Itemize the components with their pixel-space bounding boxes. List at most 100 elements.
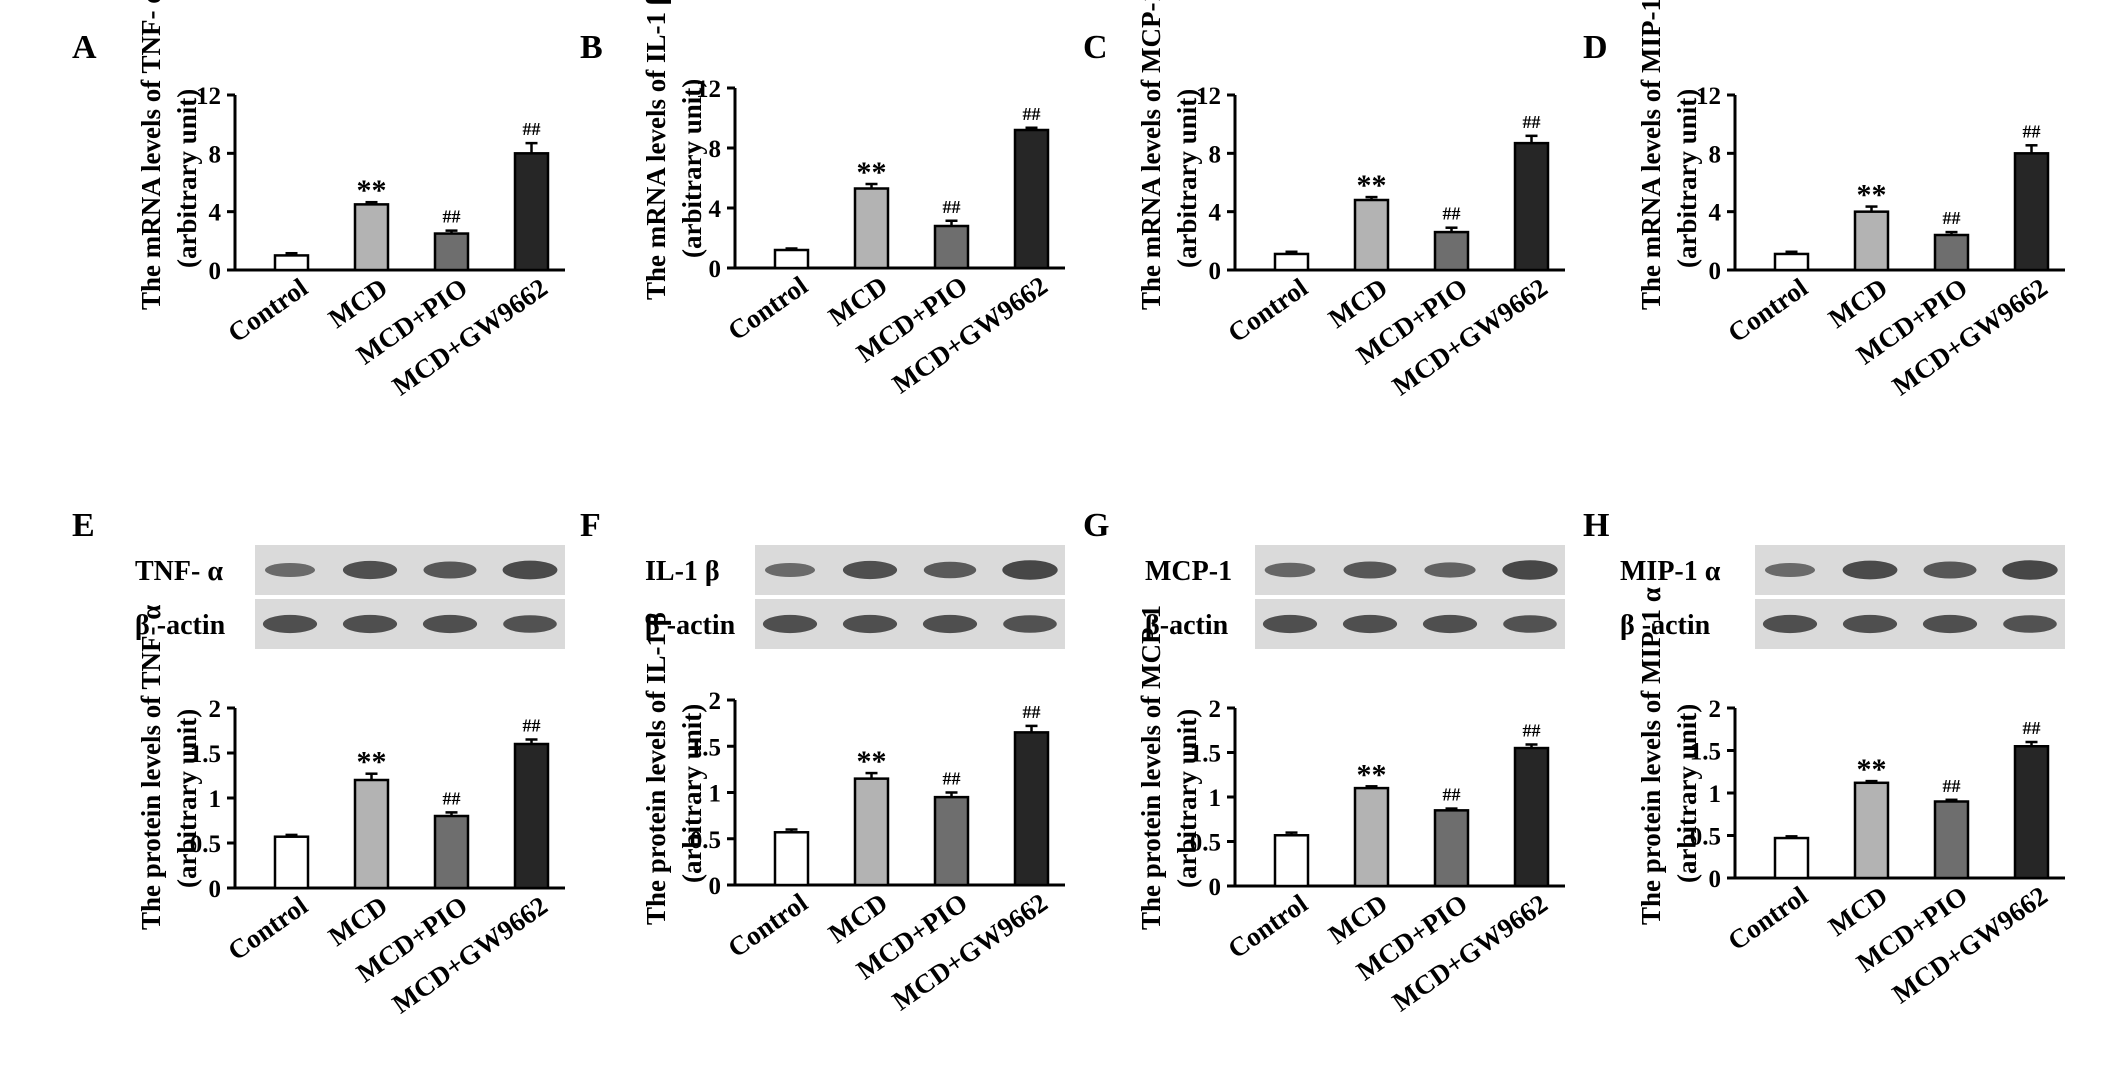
bar-mcd-pio	[1433, 809, 1470, 888]
y-tick-label: 1	[209, 786, 222, 813]
y-tick-label: 0	[209, 876, 222, 903]
y-tick-label: 4	[709, 196, 722, 223]
significance-stars: **	[857, 745, 887, 778]
y-tick-label: 12	[696, 76, 721, 103]
panel-letter: A	[72, 29, 97, 66]
y-tick-label: 4	[1209, 200, 1222, 227]
bar-mcd-pio	[433, 232, 470, 272]
bar-mcd	[853, 777, 890, 887]
y-axis-title-unit: (arbitrary unit)	[677, 704, 707, 883]
significance-hashes: ##	[943, 197, 961, 217]
y-tick-label: 4	[1709, 200, 1722, 227]
bar-mcd-gw9662	[513, 742, 550, 890]
y-axis-title-unit: (arbitrary unit)	[172, 709, 202, 888]
bar-control	[1773, 252, 1810, 272]
y-tick-label: 1	[1209, 785, 1222, 812]
bar-mcd-gw9662	[2013, 152, 2050, 272]
western-blot: TNF- α β -actin	[135, 545, 565, 649]
western-blot: MIP-1 α β -actin	[1620, 545, 2065, 649]
y-tick-label: 12	[1696, 83, 1721, 110]
bar-control	[273, 835, 310, 890]
bar-mcd	[1853, 210, 1890, 272]
panel-c: C04812Control**MCD##MCD+PIO##MCD+GW9662T…	[1083, 0, 1565, 401]
blot-row-label: MIP-1 α	[1620, 556, 1721, 587]
significance-stars: **	[357, 174, 387, 207]
blot-band	[923, 561, 977, 579]
bar-mcd	[853, 187, 890, 270]
significance-hashes: ##	[523, 716, 541, 736]
y-tick-label: 4	[209, 200, 222, 227]
blot-band	[1002, 560, 1058, 580]
blot-band	[423, 561, 477, 579]
blot-band	[1842, 614, 1898, 634]
bar-mcd	[353, 203, 390, 272]
y-axis-title-unit: (arbitrary unit)	[1172, 89, 1202, 268]
y-axis-title: The mRNA levels of MIP-1 α	[1636, 0, 1666, 310]
panel-letter: B	[580, 29, 603, 66]
significance-hashes: ##	[1523, 112, 1541, 132]
blot-row-label: β -actin	[645, 610, 736, 641]
blot-band	[1502, 560, 1558, 580]
y-tick-label: 0	[709, 256, 722, 283]
category-label: Control	[222, 890, 313, 966]
y-tick-label: 0.5	[190, 831, 221, 858]
bar-control	[773, 831, 810, 887]
blot-row-label: MCP-1	[1145, 556, 1232, 587]
blot-band	[1923, 561, 1977, 579]
y-tick-label: 2	[709, 688, 722, 715]
bar-control	[1773, 836, 1810, 880]
y-tick-label: 0.5	[690, 827, 721, 854]
blot-band	[503, 615, 557, 633]
blot-band	[422, 614, 478, 634]
bar-mcd-pio	[433, 814, 470, 890]
significance-stars: **	[1357, 758, 1387, 791]
y-tick-label: 0	[1209, 258, 1222, 285]
blot-band	[1765, 563, 1815, 577]
category-label: Control	[1222, 272, 1313, 348]
bar-mcd-gw9662	[513, 152, 550, 272]
panel-f: F00.511.52Control**MCD##MCD+PIO##MCD+GW9…	[580, 507, 1065, 1016]
significance-hashes: ##	[1943, 776, 1961, 796]
blot-band	[1762, 614, 1818, 634]
panel-b: B04812Control**MCD##MCD+PIO##MCD+GW9662T…	[580, 0, 1065, 399]
y-axis-title-unit: (arbitrary unit)	[1672, 89, 1702, 268]
bar-mcd	[353, 778, 390, 890]
blot-band	[1262, 614, 1318, 634]
panel-h: H00.511.52Control**MCD##MCD+PIO##MCD+GW9…	[1583, 507, 2065, 1009]
blot-row-label: β-actin	[1145, 610, 1229, 641]
blot-band	[765, 563, 815, 577]
y-tick-label: 2	[1209, 696, 1222, 723]
significance-hashes: ##	[443, 207, 461, 227]
panel-letter: D	[1583, 29, 1608, 66]
category-label: Control	[722, 270, 813, 346]
bar-mcd	[1853, 781, 1890, 880]
blot-band	[1503, 615, 1557, 633]
y-tick-label: 1.5	[690, 734, 721, 761]
blot-band	[842, 560, 898, 580]
significance-stars: **	[857, 156, 887, 189]
significance-hashes: ##	[1443, 785, 1461, 805]
panel-letter: E	[72, 507, 95, 544]
blot-band	[922, 614, 978, 634]
bar-mcd-pio	[933, 795, 970, 887]
blot-row-label: β -actin	[135, 610, 226, 641]
bar-mcd-gw9662	[1013, 128, 1050, 270]
category-label: Control	[1222, 888, 1313, 964]
y-tick-label: 2	[1709, 696, 1722, 723]
blot-band	[265, 563, 315, 577]
y-axis-title: The mRNA levels of IL-1 β	[641, 0, 671, 300]
category-label: Control	[722, 887, 813, 963]
western-blot: IL-1 β β -actin	[645, 545, 1065, 649]
y-tick-label: 1	[709, 781, 722, 808]
significance-stars: **	[357, 746, 387, 779]
y-axis-title: The protein levels of MCP-1	[1136, 605, 1166, 930]
y-tick-label: 2	[209, 696, 222, 723]
blot-band	[1264, 562, 1316, 578]
bar-mcd-gw9662	[1013, 731, 1050, 887]
bar-control	[1273, 834, 1310, 888]
y-axis-title: The mRNA levels of TNF- α	[136, 0, 166, 310]
y-tick-label: 1.5	[1190, 741, 1221, 768]
bar-mcd-pio	[1433, 230, 1470, 272]
y-tick-label: 0	[1209, 874, 1222, 901]
